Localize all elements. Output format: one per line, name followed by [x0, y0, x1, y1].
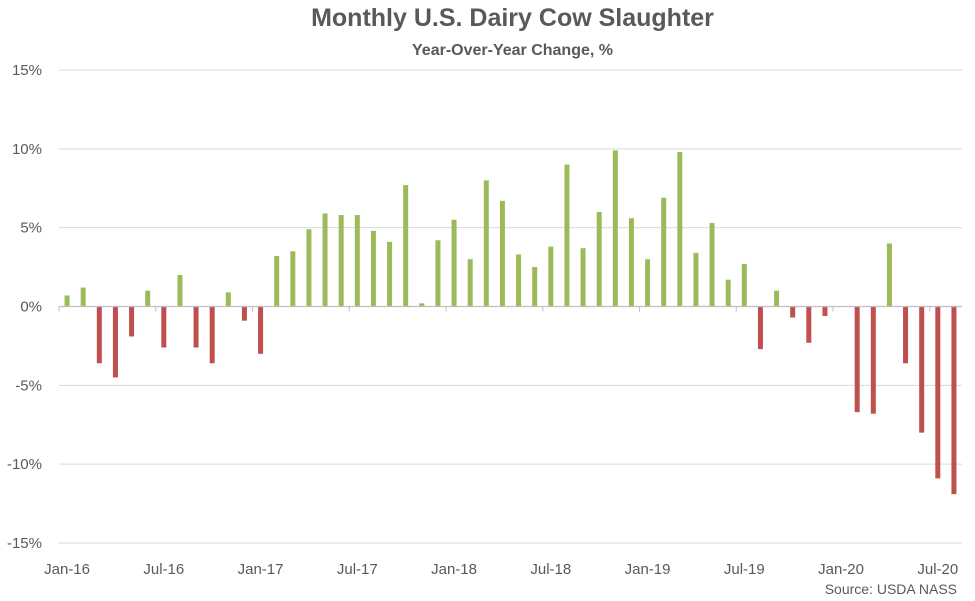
x-tick-label: Jan-17: [238, 561, 284, 578]
bar: [628, 218, 634, 307]
bar: [725, 279, 731, 307]
bar: [596, 211, 602, 307]
bar: [193, 306, 199, 348]
bar: [80, 287, 86, 307]
bar: [467, 259, 473, 307]
bar: [419, 303, 425, 307]
bar: [693, 252, 699, 307]
bar: [274, 256, 280, 307]
bar: [854, 306, 860, 413]
x-tick-label: Jan-18: [431, 561, 477, 578]
bar: [290, 251, 296, 307]
y-tick-label: 0%: [20, 299, 42, 316]
x-tick-label: Jul-20: [917, 561, 958, 578]
bar: [96, 306, 102, 364]
bar: [499, 200, 505, 307]
y-tick-label: 5%: [20, 220, 42, 237]
y-tick-label: 15%: [12, 62, 42, 79]
x-tick-label: Jul-18: [530, 561, 571, 578]
bar: [516, 254, 522, 307]
x-tick-label: Jan-19: [625, 561, 671, 578]
bar: [387, 241, 393, 307]
bar: [177, 274, 183, 307]
bar: [370, 230, 376, 307]
x-tick-label: Jul-17: [337, 561, 378, 578]
chart-subtitle: Year-Over-Year Change, %: [412, 42, 613, 59]
bar: [548, 246, 554, 307]
x-tick-label: Jan-16: [44, 561, 90, 578]
bar: [645, 259, 651, 307]
chart-title: Monthly U.S. Dairy Cow Slaughter: [311, 4, 714, 32]
bar: [209, 306, 215, 364]
bar: [919, 306, 925, 433]
bar: [822, 306, 828, 316]
bar: [886, 243, 892, 307]
bar: [161, 306, 167, 348]
bar: [580, 248, 586, 307]
bar: [790, 306, 796, 318]
bar: [612, 150, 618, 307]
bar: [774, 290, 780, 307]
bar: [338, 215, 344, 307]
bar: [451, 219, 457, 307]
bar: [935, 306, 941, 479]
bar: [241, 306, 247, 321]
bar: [564, 164, 570, 307]
bar: [870, 306, 876, 414]
y-tick-label: -15%: [7, 535, 42, 552]
bar: [709, 222, 715, 307]
bar: [951, 306, 957, 495]
bar: [741, 263, 747, 307]
y-tick-label: -10%: [7, 456, 42, 473]
x-tick-label: Jul-19: [724, 561, 765, 578]
bar: [483, 180, 489, 307]
bar: [354, 215, 360, 307]
bar: [757, 306, 763, 350]
bar: [403, 185, 409, 307]
y-tick-label: 10%: [12, 141, 42, 158]
bar: [903, 306, 909, 364]
bar: [306, 229, 312, 307]
bar: [532, 267, 538, 307]
bar: [112, 306, 118, 378]
source-note: Source: USDA NASS: [824, 581, 957, 597]
bar: [225, 292, 231, 307]
bar: [435, 240, 441, 307]
bar: [258, 306, 264, 354]
bar: [129, 306, 135, 337]
bar: [322, 213, 328, 307]
x-tick-label: Jul-16: [143, 561, 184, 578]
x-tick-label: Jan-20: [818, 561, 864, 578]
bar: [677, 151, 683, 307]
bar: [806, 306, 812, 343]
y-tick-label: -5%: [15, 377, 42, 394]
bar: [64, 295, 70, 307]
bar: [661, 197, 667, 307]
bar: [145, 290, 151, 307]
